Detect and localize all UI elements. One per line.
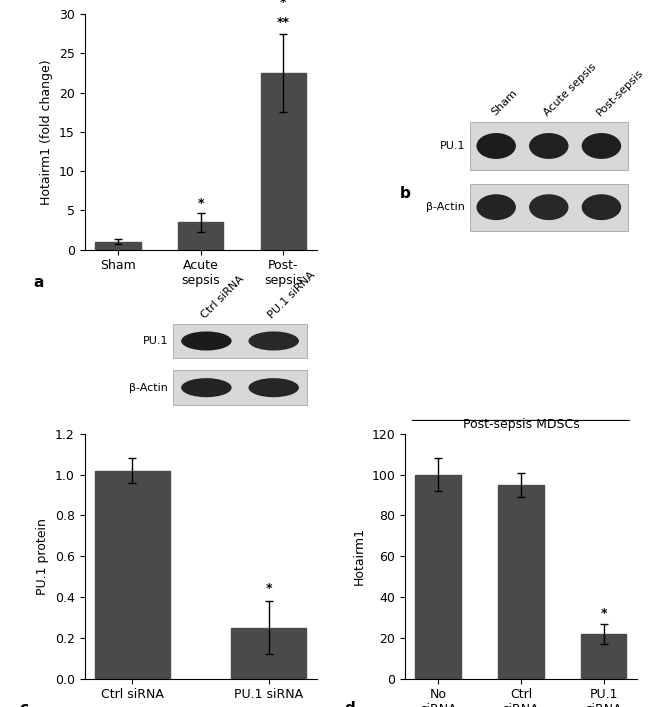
Text: b: b [400,186,411,201]
Bar [231,628,306,679]
Text: *: * [198,197,204,209]
Text: *: * [280,0,287,9]
Ellipse shape [248,332,299,351]
Ellipse shape [582,133,621,159]
Text: PU.1 siRNA: PU.1 siRNA [266,270,317,321]
Ellipse shape [181,378,231,397]
Ellipse shape [476,133,516,159]
Bar [581,634,627,679]
Ellipse shape [529,194,569,220]
Text: PU.1: PU.1 [439,141,465,151]
Text: Sham: Sham [489,88,519,118]
Ellipse shape [476,194,516,220]
Y-axis label: Hotairm1 (fold change): Hotairm1 (fold change) [40,59,53,204]
Y-axis label: PU.1 protein: PU.1 protein [36,518,49,595]
FancyBboxPatch shape [470,122,628,170]
Title: Post-sepsis MDSCs: Post-sepsis MDSCs [463,419,579,431]
Ellipse shape [529,133,569,159]
Text: **: ** [277,16,290,29]
Bar [95,242,140,250]
Ellipse shape [181,332,231,351]
Text: a: a [33,275,44,291]
Text: c: c [20,701,29,707]
Text: β-Actin: β-Actin [129,382,168,392]
Text: PU.1: PU.1 [142,336,168,346]
Bar [415,474,461,679]
Y-axis label: Hotairm1: Hotairm1 [353,527,366,585]
Text: d: d [344,701,356,707]
Text: *: * [601,607,607,619]
FancyBboxPatch shape [173,370,307,405]
Ellipse shape [582,194,621,220]
Text: Post-sepsis: Post-sepsis [594,67,645,118]
Bar [261,73,306,250]
FancyBboxPatch shape [173,324,307,358]
Bar [178,222,224,250]
Text: Acute sepsis: Acute sepsis [541,62,598,118]
Text: Ctrl siRNA: Ctrl siRNA [200,274,246,321]
Bar [498,485,543,679]
Text: β-Actin: β-Actin [426,202,465,212]
Ellipse shape [248,378,299,397]
Text: *: * [265,582,272,595]
FancyBboxPatch shape [470,184,628,230]
Bar [95,471,170,679]
